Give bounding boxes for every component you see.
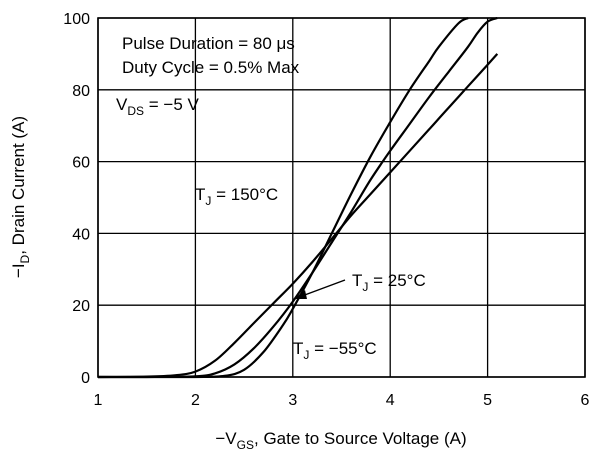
tj-25-label: TJ = 25°C [352, 271, 426, 294]
tj-150-label: TJ = 150°C [195, 185, 278, 208]
y-tick-label: 40 [72, 226, 90, 243]
x-tick-label: 6 [581, 392, 590, 409]
x-tick-label: 2 [191, 392, 200, 409]
x-tick-label: 5 [483, 392, 492, 409]
duty-cycle-annotation: Duty Cycle = 0.5% Max [122, 58, 300, 77]
curve-tj-150 [97, 53, 499, 379]
y-tick-label: 20 [72, 298, 90, 315]
y-tick-label: 0 [81, 370, 90, 387]
pulse-duration-annotation: Pulse Duration = 80 μs [122, 34, 295, 53]
x-tick-label: 1 [94, 392, 103, 409]
curves [97, 16, 499, 379]
curve-tj-25 [97, 16, 498, 379]
plot-frame [97, 17, 586, 378]
x-tick-label: 3 [288, 392, 297, 409]
vds-annotation: VDS = −5 V [116, 95, 199, 118]
tj-minus55-label: TJ = −55°C [293, 339, 377, 362]
y-tick-label: 60 [72, 155, 90, 172]
y-tick-label: 100 [63, 11, 90, 28]
x-axis-title: −VGS, Gate to Source Voltage (A) [215, 429, 466, 452]
tj-25-arrow [294, 279, 346, 299]
curve-tj-minus55 [98, 16, 469, 379]
x-tick-label: 4 [386, 392, 395, 409]
y-axis-title: −ID, Drain Current (A) [9, 116, 32, 278]
y-tick-label: 80 [72, 83, 90, 100]
